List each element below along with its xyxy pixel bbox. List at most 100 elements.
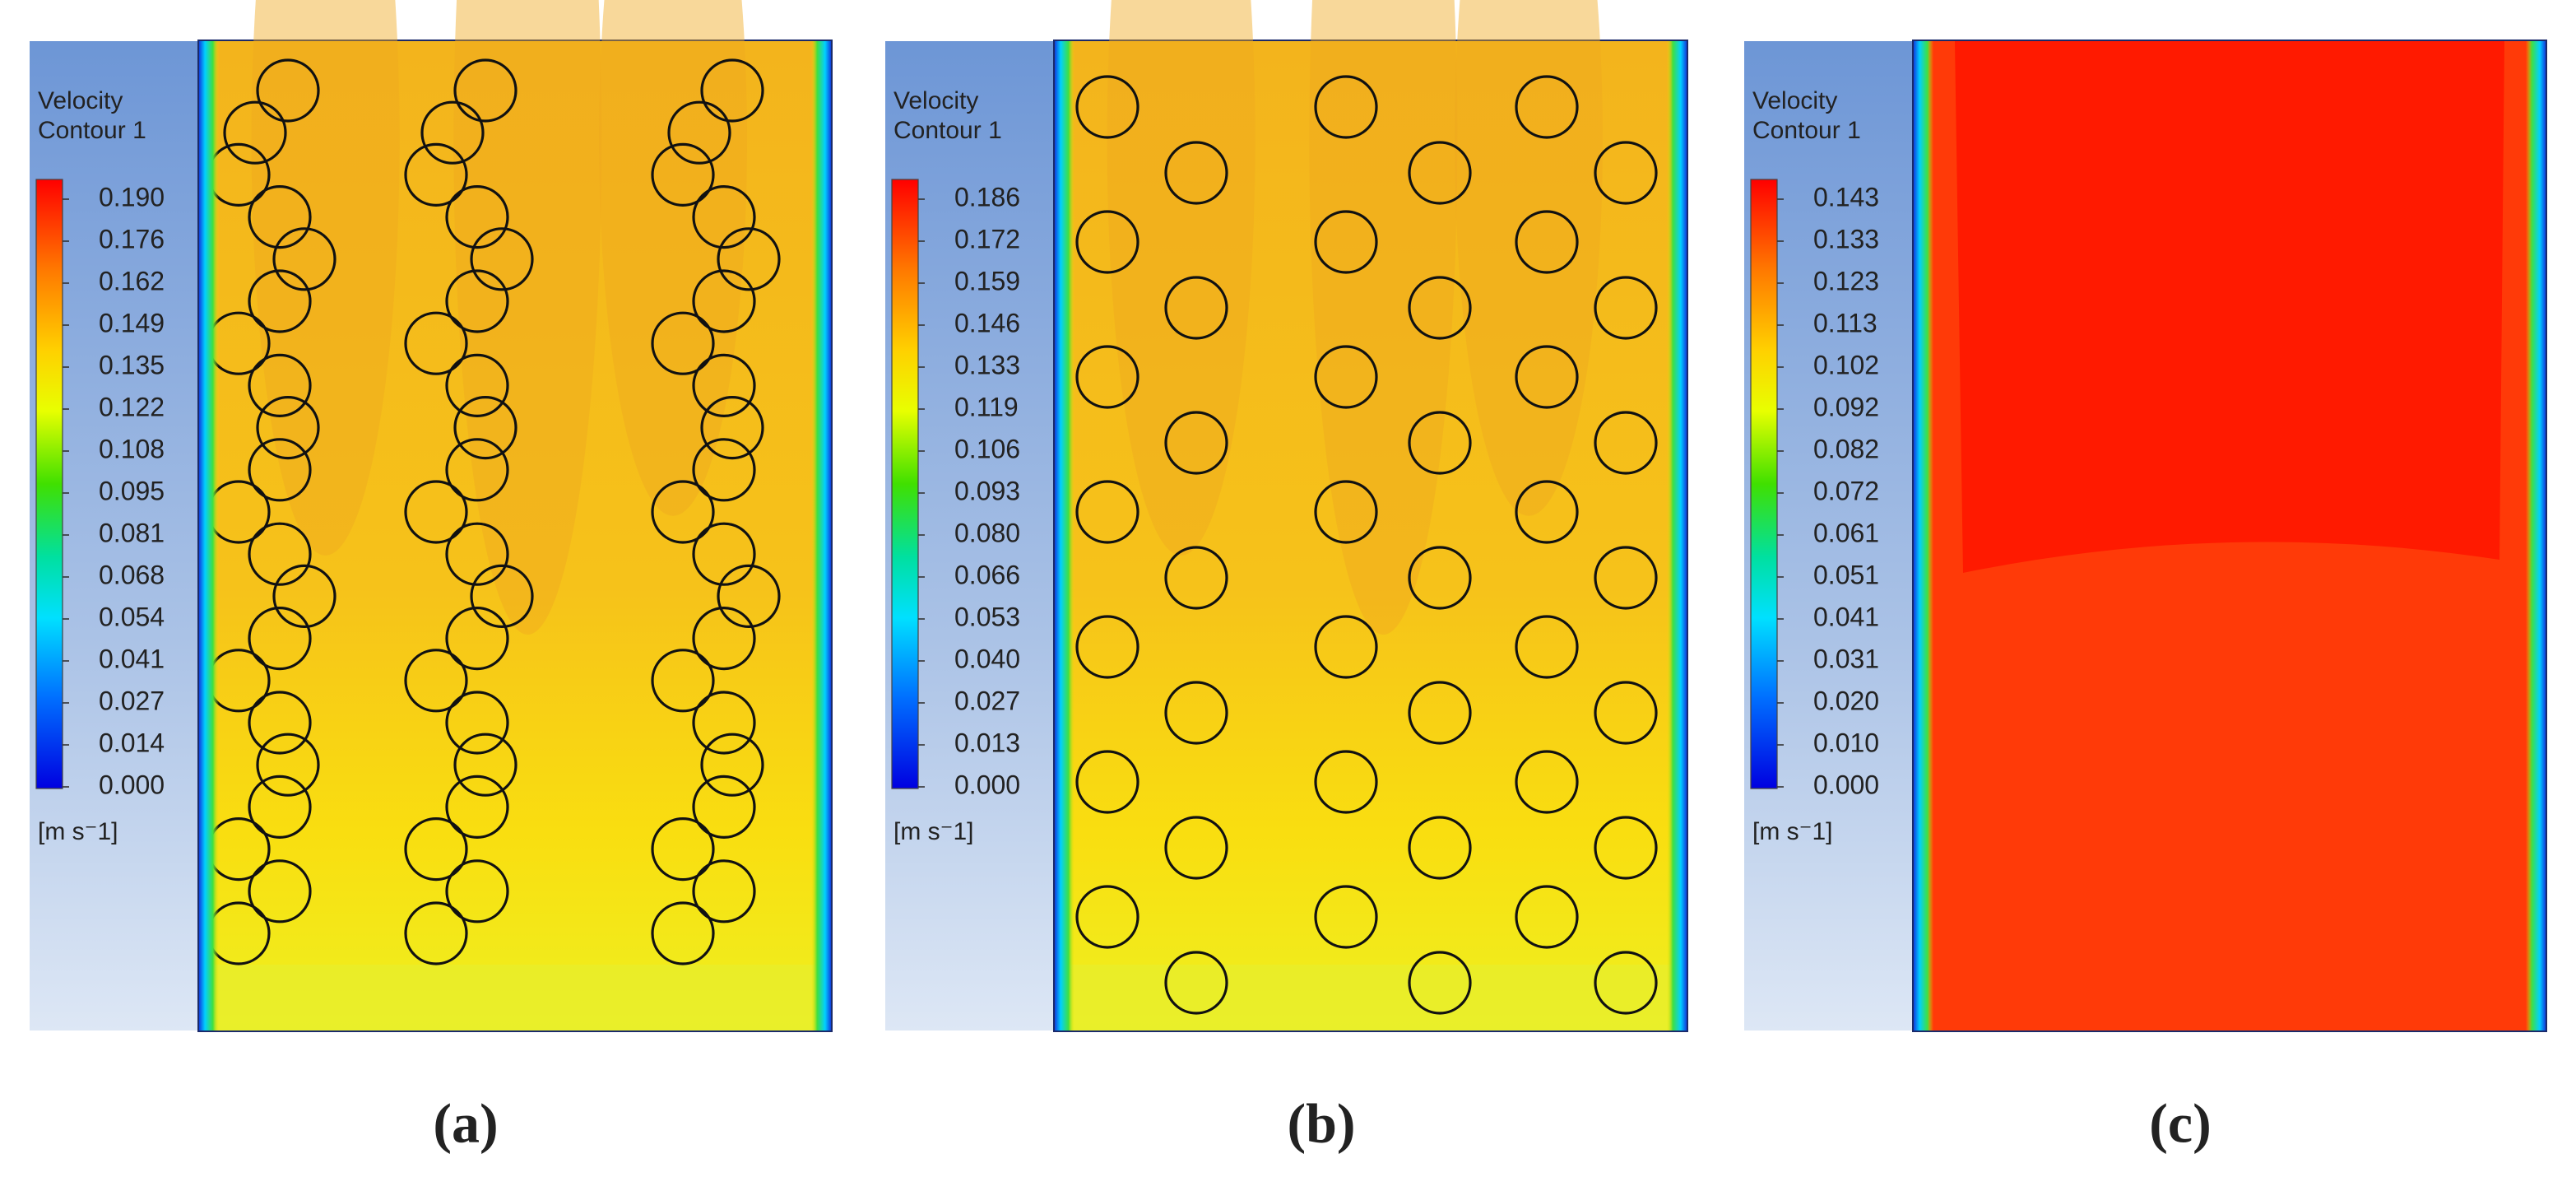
tube [1164, 141, 1228, 205]
tube [248, 775, 312, 840]
wall-right [811, 41, 831, 1030]
tube [404, 816, 468, 882]
tube [1164, 951, 1228, 1015]
tube [445, 775, 509, 840]
colorbar-tick-label: 0.123 [1813, 266, 1879, 295]
tube [651, 480, 715, 544]
tube [445, 269, 509, 333]
tube [692, 438, 756, 502]
tube [248, 353, 312, 417]
colorbar-tick-label: 0.113 [1813, 308, 1877, 337]
tube [248, 438, 312, 502]
tube [692, 691, 756, 755]
tube [445, 185, 509, 249]
tube [692, 185, 756, 249]
velocity-field [1055, 41, 1687, 1030]
tube [248, 691, 312, 755]
colorbar-tick-label: 0.072 [1813, 476, 1879, 505]
colorbar-tick-label: 0.092 [1813, 392, 1879, 421]
tube [717, 227, 781, 291]
tube [453, 733, 518, 797]
tube [1594, 276, 1658, 340]
colorbar [35, 179, 63, 789]
colorbar-tick-label: 0.108 [99, 434, 165, 463]
tube [1515, 480, 1579, 544]
tube [1075, 615, 1139, 679]
colorbar-tick-label: 0.040 [954, 644, 1020, 673]
panel-caption: (c) [2149, 1092, 2211, 1155]
tube [453, 395, 518, 460]
colorbar [891, 179, 919, 789]
colorbar-tick-label: 0.133 [954, 350, 1020, 379]
tube [1408, 141, 1472, 205]
tube [1515, 345, 1579, 409]
tube [223, 100, 287, 165]
colorbar-tick-label: 0.020 [1813, 686, 1879, 715]
tube [651, 649, 715, 713]
colorbar-tick-label: 0.149 [99, 308, 165, 337]
tube [404, 480, 468, 544]
colorbar-unit: [m s⁻1] [893, 818, 974, 845]
panel: Velocity Contour 1 0.186 0.172 0.159 0.146 0.1… [885, 0, 1688, 1155]
colorbar-tick-label: 0.013 [954, 728, 1020, 757]
colorbar-tick-label: 0.066 [954, 560, 1020, 589]
tube [1075, 885, 1139, 949]
tube [470, 227, 534, 291]
tube [445, 522, 509, 586]
wall-right [1667, 41, 1687, 1030]
colorbar-tick-label: 0.190 [99, 182, 165, 212]
tube [1408, 951, 1472, 1015]
tube [420, 100, 485, 165]
colorbar-tick-label: 0.041 [1813, 602, 1879, 631]
tube [1594, 951, 1658, 1015]
flow-streak [453, 0, 602, 635]
tube [692, 353, 756, 417]
tube [445, 606, 509, 671]
tube [272, 564, 337, 629]
tube [667, 100, 731, 165]
legend-title: Contour 1 [38, 117, 146, 144]
tube [1594, 411, 1658, 475]
tube [1075, 480, 1139, 544]
tube [1314, 345, 1378, 409]
tube [445, 438, 509, 502]
tube [272, 227, 337, 291]
tube [1515, 210, 1579, 274]
colorbar-tick-label: 0.080 [954, 518, 1020, 547]
legend-title: Contour 1 [1752, 117, 1861, 144]
colorbar-unit: [m s⁻1] [1752, 818, 1833, 845]
colorbar-tick-label: 0.031 [1813, 644, 1879, 673]
legend-title: Contour 1 [893, 117, 1002, 144]
tube [1314, 750, 1378, 814]
tube [1314, 75, 1378, 139]
tube [1314, 480, 1378, 544]
colorbar-tick-label: 0.122 [99, 392, 165, 421]
panel: Velocity Contour 1 0.143 0.133 0.123 0.113 0.1… [1744, 40, 2547, 1155]
panel: Velocity Contour 1 0.190 0.176 0.162 0.149 0.1… [30, 0, 833, 1155]
tube [1408, 276, 1472, 340]
tube [1164, 546, 1228, 610]
tube [1515, 885, 1579, 949]
tube [700, 395, 764, 460]
colorbar-tick-label: 0.010 [1813, 728, 1879, 757]
colorbar-tick-label: 0.051 [1813, 560, 1879, 589]
tube [256, 58, 320, 123]
tube [692, 775, 756, 840]
colorbar-tick-label: 0.000 [954, 770, 1020, 799]
legend-title: Velocity [893, 87, 978, 114]
colorbar-tick-label: 0.172 [954, 224, 1020, 254]
colorbar-tick-label: 0.054 [99, 602, 165, 631]
colorbar-tick-label: 0.143 [1813, 182, 1879, 212]
tube [1164, 411, 1228, 475]
colorbar-tick-label: 0.135 [99, 350, 165, 379]
colorbar-tick-label: 0.159 [954, 266, 1020, 295]
high-velocity-region [1955, 41, 2504, 573]
tube [470, 564, 534, 629]
legend-title: Velocity [1752, 87, 1837, 114]
tube [651, 901, 715, 965]
tube [248, 185, 312, 249]
tube [1164, 276, 1228, 340]
tube [1594, 546, 1658, 610]
tube [453, 58, 518, 123]
